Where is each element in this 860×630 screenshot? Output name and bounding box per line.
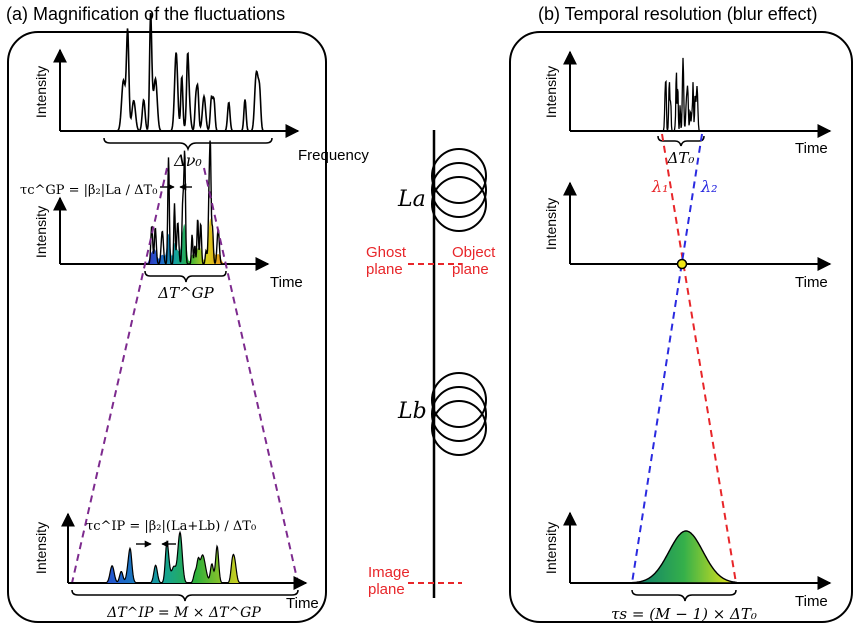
- panel-a-plot3: Intensity Time τc^IP = |β₂|(La+Lb) / ΔT₀…: [33, 512, 319, 621]
- fiber-coil-b: [431, 372, 487, 456]
- a3-xlabel: Time: [286, 595, 319, 612]
- b1-width-label: ΔT₀: [667, 149, 695, 167]
- a3-brace: [71, 589, 299, 602]
- panel-b-frame: [509, 31, 853, 623]
- b3-ylabel: Intensity: [543, 522, 559, 574]
- b3-resolution-label: τs = (M − 1) × ΔT₀: [611, 605, 757, 623]
- b1-brace: [657, 135, 705, 147]
- fiber-a-label: La: [397, 187, 426, 212]
- b2-ylabel: Intensity: [543, 198, 559, 250]
- ghost-plane-label: Ghost plane: [366, 244, 407, 278]
- image-plane-label: Image plane: [368, 564, 410, 598]
- a3-tau-label: τc^IP = |β₂|(La+Lb) / ΔT₀: [86, 519, 256, 534]
- lambda2-line: [631, 133, 703, 584]
- lambda1-label: λ₁: [651, 177, 669, 196]
- panel-a-plot1: Intensity Frequency Δν₀: [33, 12, 369, 170]
- a3-pulse-trace: [72, 530, 298, 584]
- a3-colored-fill: [72, 532, 298, 583]
- cone-right-line: [203, 167, 299, 584]
- fiber-b-label: Lb: [397, 399, 427, 424]
- object-plane-label: Object plane: [452, 244, 496, 278]
- a3-width-label: ΔT^IP = M × ΔT^GP: [106, 605, 261, 621]
- fiber-section: La Lb Ghost plane Object plane Image plane: [366, 130, 496, 598]
- a3-ylabel: Intensity: [33, 522, 49, 574]
- b2-xlabel: Time: [795, 274, 828, 291]
- cone-left-line: [71, 167, 168, 584]
- a1-ylabel: Intensity: [33, 66, 49, 118]
- a2-width-label: ΔT^GP: [157, 284, 214, 302]
- a1-brace: [103, 137, 273, 152]
- panel-b-plot3: Intensity Time τs = (M − 1) × ΔT₀: [543, 511, 832, 623]
- panel-b-plot1: Intensity Time ΔT₀: [543, 50, 832, 167]
- a2-brace: [144, 270, 227, 283]
- magnification-cone: [71, 167, 299, 584]
- a2-pulse-trace: [142, 140, 228, 265]
- a2-tau-label: τc^GP = |β₂|La / ΔT₀: [20, 183, 157, 198]
- panel-a-title: (a) Magnification of the fluctuations: [6, 4, 285, 24]
- panel-a-plot2: Intensity Time τc^GP = |β₂|La / ΔT₀ ΔT^G…: [20, 140, 303, 302]
- a1-xlabel: Frequency: [298, 147, 369, 164]
- fiber-coil-a: [431, 148, 487, 232]
- a1-bandwidth-label: Δν₀: [173, 151, 202, 170]
- a1-spectrum-trace: [60, 12, 290, 132]
- panel-b-title: (b) Temporal resolution (blur effect): [538, 4, 817, 24]
- a2-xlabel: Time: [270, 274, 303, 291]
- b3-brace: [631, 589, 737, 602]
- panel-a-frame: [7, 31, 327, 623]
- lambda1-line: [661, 133, 737, 584]
- b1-ylabel: Intensity: [543, 66, 559, 118]
- b1-xlabel: Time: [795, 140, 828, 157]
- focus-point: [676, 258, 688, 270]
- a2-ylabel: Intensity: [33, 206, 49, 258]
- blur-cone: [631, 133, 737, 584]
- b1-pulse-trace: [656, 57, 706, 132]
- lambda2-label: λ₂: [700, 177, 718, 196]
- b3-blurred-pulse: [631, 530, 737, 584]
- b3-xlabel: Time: [795, 593, 828, 610]
- panel-b-plot2: Intensity Time λ₁ λ₂: [543, 177, 832, 291]
